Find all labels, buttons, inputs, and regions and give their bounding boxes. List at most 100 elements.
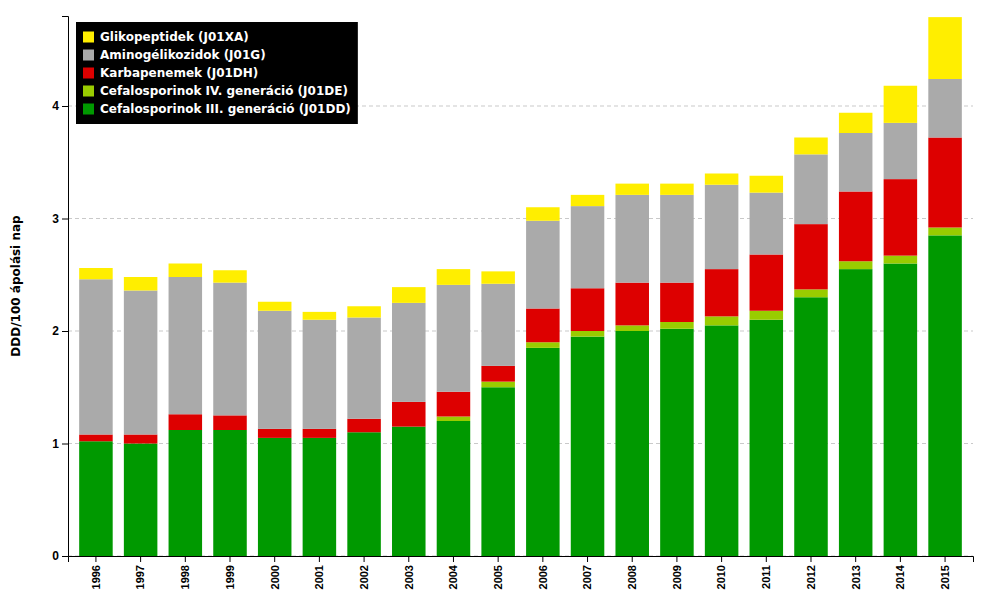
bar-segment <box>660 329 694 556</box>
bar-segment <box>750 193 784 255</box>
legend-swatch <box>83 32 94 43</box>
tick: 0 <box>52 549 68 563</box>
tick: 4 <box>52 99 68 113</box>
tick-label: 2004 <box>447 564 459 589</box>
tick-label: 2011 <box>760 565 772 589</box>
tick-label: 2006 <box>537 565 549 589</box>
bar-segment <box>884 179 918 256</box>
tick-label: 1999 <box>224 565 236 589</box>
tick-label: 0 <box>52 549 59 563</box>
tick: 2002 <box>358 556 370 589</box>
bar-segment <box>79 268 113 279</box>
bar-segment <box>928 17 962 79</box>
bar-segment <box>615 184 649 195</box>
tick-label: 1 <box>52 437 59 451</box>
tick-mark <box>587 556 588 562</box>
bar-segment <box>839 133 873 192</box>
tick-label: 2002 <box>358 565 370 589</box>
bar-segment <box>750 311 784 320</box>
legend-swatch <box>83 104 94 115</box>
bar-segment <box>928 79 962 138</box>
legend-swatch <box>83 68 94 79</box>
axis-line <box>62 17 69 557</box>
bar-segment <box>571 288 605 331</box>
bar-segment <box>571 195 605 206</box>
tick-mark <box>453 556 454 562</box>
legend-background <box>76 22 358 124</box>
bar-segment <box>169 264 203 278</box>
bar-segment <box>526 342 560 348</box>
bar-segment <box>705 325 739 556</box>
tick: 1998 <box>179 556 191 589</box>
tick: 2013 <box>850 556 862 589</box>
bar-segment <box>839 192 873 262</box>
bar-segment <box>213 270 247 282</box>
bar-segment <box>124 277 158 291</box>
grid-line <box>68 218 973 219</box>
legend-item: Cefalosporinok IV. generáció (J01DE) <box>83 84 348 98</box>
bar-segment <box>794 289 828 297</box>
bar-segment <box>839 269 873 556</box>
tick-label: 2010 <box>715 565 727 589</box>
series <box>79 138 962 444</box>
tick-label: 1998 <box>179 565 191 589</box>
tick-mark <box>364 556 365 562</box>
bar-segment <box>571 206 605 288</box>
tick: 1 <box>52 437 68 451</box>
bar-segment <box>481 271 515 283</box>
tick: 2001 <box>313 556 325 589</box>
bar-segment <box>303 312 337 320</box>
series <box>79 79 962 435</box>
bar-segment <box>481 382 515 388</box>
bar-segment <box>928 138 962 228</box>
tick-mark <box>230 556 231 562</box>
tick-mark <box>62 556 68 557</box>
tick: 2011 <box>760 556 772 589</box>
tick-mark <box>319 556 320 562</box>
bar-segment <box>303 429 337 438</box>
tick-label: 1996 <box>90 565 102 589</box>
bar-segment <box>303 438 337 556</box>
bar-segment <box>258 438 292 556</box>
bar-segment <box>571 331 605 337</box>
tick-label: 2007 <box>581 565 593 589</box>
bar-segment <box>124 444 158 557</box>
bars <box>79 17 962 556</box>
tick-label: 2012 <box>805 565 817 589</box>
bar-segment <box>79 435 113 442</box>
tick-label: 2015 <box>939 565 951 589</box>
legend-label: Aminogélikozidok (J01G) <box>100 48 266 62</box>
legend-item: Aminogélikozidok (J01G) <box>83 48 266 62</box>
bar-segment <box>526 207 560 221</box>
bar-segment <box>124 291 158 435</box>
tick: 2009 <box>671 556 683 589</box>
grid-line <box>68 443 973 444</box>
bar-segment <box>526 221 560 309</box>
bar-segment <box>169 277 203 414</box>
bar-segment <box>213 415 247 430</box>
bar-segment <box>884 264 918 557</box>
bar-segment <box>347 419 381 433</box>
bar-segment <box>347 432 381 556</box>
legend-item: Glikopeptidek (J01XA) <box>83 30 249 44</box>
bar-segment <box>437 269 471 285</box>
x-axis: 1996199719981999200020012002200320042005… <box>69 556 974 589</box>
bar-segment <box>660 184 694 195</box>
tick: 2004 <box>447 556 459 589</box>
bar-segment <box>437 285 471 392</box>
bar-segment <box>392 287 426 303</box>
series <box>79 235 962 556</box>
bar-segment <box>258 311 292 429</box>
legend-label: Cefalosporinok IV. generáció (J01DE) <box>100 84 348 98</box>
bar-segment <box>481 387 515 556</box>
bar-segment <box>884 86 918 123</box>
axis-title: DDD/100 ápolási nap <box>9 215 23 357</box>
bar-segment <box>884 123 918 179</box>
bar-segment <box>615 195 649 283</box>
tick-mark <box>274 556 275 562</box>
bar-segment <box>794 154 828 224</box>
bar-segment <box>303 320 337 429</box>
tick-mark <box>721 556 722 562</box>
tick-label: 2005 <box>492 565 504 589</box>
tick-mark <box>900 556 901 562</box>
